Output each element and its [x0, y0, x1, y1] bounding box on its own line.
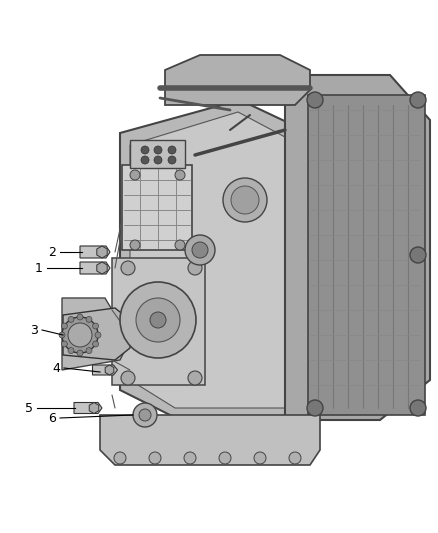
Circle shape: [139, 409, 151, 421]
Circle shape: [307, 92, 323, 108]
Circle shape: [410, 92, 426, 108]
Circle shape: [410, 247, 426, 263]
Circle shape: [149, 452, 161, 464]
Circle shape: [168, 156, 176, 164]
Circle shape: [77, 314, 83, 320]
Circle shape: [59, 332, 65, 338]
Polygon shape: [122, 165, 192, 250]
Circle shape: [130, 170, 140, 180]
Polygon shape: [63, 308, 130, 360]
Text: 1: 1: [35, 262, 43, 274]
Polygon shape: [308, 95, 425, 415]
Polygon shape: [74, 402, 102, 414]
Circle shape: [86, 348, 92, 353]
Circle shape: [168, 146, 176, 154]
Circle shape: [133, 403, 157, 427]
Polygon shape: [62, 298, 130, 370]
Circle shape: [136, 298, 180, 342]
Polygon shape: [80, 246, 110, 258]
Circle shape: [77, 350, 83, 356]
Circle shape: [61, 341, 67, 347]
Circle shape: [61, 323, 67, 329]
Circle shape: [130, 240, 140, 250]
Polygon shape: [130, 140, 185, 168]
Circle shape: [175, 170, 185, 180]
Circle shape: [68, 317, 74, 322]
Polygon shape: [120, 100, 310, 420]
Polygon shape: [97, 262, 107, 274]
Circle shape: [410, 400, 426, 416]
Circle shape: [120, 282, 196, 358]
Circle shape: [114, 452, 126, 464]
Polygon shape: [105, 365, 114, 375]
Circle shape: [254, 452, 266, 464]
Circle shape: [92, 323, 99, 329]
Circle shape: [95, 332, 101, 338]
Circle shape: [192, 242, 208, 258]
Circle shape: [223, 178, 267, 222]
Circle shape: [62, 317, 98, 353]
Circle shape: [86, 317, 92, 322]
Polygon shape: [97, 246, 107, 258]
Polygon shape: [100, 415, 320, 465]
Circle shape: [121, 371, 135, 385]
Circle shape: [231, 186, 259, 214]
Text: 3: 3: [30, 324, 38, 336]
Circle shape: [68, 323, 92, 347]
Circle shape: [188, 261, 202, 275]
Polygon shape: [285, 75, 430, 420]
Text: 4: 4: [52, 361, 60, 375]
Text: 6: 6: [48, 411, 56, 424]
Circle shape: [92, 341, 99, 347]
Polygon shape: [92, 365, 117, 375]
Circle shape: [185, 235, 215, 265]
Polygon shape: [165, 55, 310, 105]
Text: 2: 2: [48, 246, 56, 259]
Polygon shape: [89, 402, 99, 414]
Circle shape: [219, 452, 231, 464]
Circle shape: [121, 261, 135, 275]
Circle shape: [68, 348, 74, 353]
Circle shape: [289, 452, 301, 464]
Circle shape: [154, 146, 162, 154]
Polygon shape: [112, 258, 205, 385]
Circle shape: [188, 371, 202, 385]
Polygon shape: [130, 112, 300, 408]
Circle shape: [154, 156, 162, 164]
Circle shape: [175, 240, 185, 250]
Circle shape: [307, 400, 323, 416]
Circle shape: [141, 156, 149, 164]
Circle shape: [150, 312, 166, 328]
Circle shape: [184, 452, 196, 464]
Text: 5: 5: [25, 401, 33, 415]
Polygon shape: [80, 262, 110, 274]
Circle shape: [141, 146, 149, 154]
